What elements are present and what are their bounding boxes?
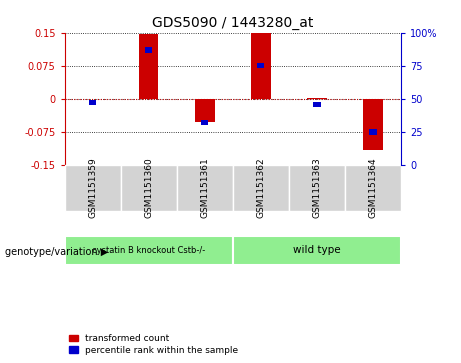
- Text: GSM1151362: GSM1151362: [256, 158, 266, 218]
- Bar: [307, 98, 327, 99]
- Bar: [369, 129, 377, 135]
- Bar: [345, 165, 401, 211]
- Bar: [289, 165, 345, 211]
- Bar: [233, 165, 289, 211]
- Bar: [257, 63, 265, 68]
- Text: cystatin B knockout Cstb-/-: cystatin B knockout Cstb-/-: [92, 246, 205, 255]
- Bar: [363, 99, 383, 150]
- Text: GSM1151364: GSM1151364: [368, 158, 378, 218]
- Bar: [251, 33, 271, 99]
- Text: GSM1151363: GSM1151363: [313, 158, 321, 218]
- Bar: [65, 165, 121, 211]
- Title: GDS5090 / 1443280_at: GDS5090 / 1443280_at: [152, 16, 313, 30]
- Bar: [313, 102, 320, 107]
- Legend: transformed count, percentile rank within the sample: transformed count, percentile rank withi…: [69, 334, 238, 355]
- Bar: [177, 165, 233, 211]
- Text: GSM1151359: GSM1151359: [88, 158, 97, 218]
- Bar: [89, 100, 96, 106]
- Text: wild type: wild type: [293, 245, 341, 256]
- Bar: [201, 120, 208, 125]
- Bar: [233, 236, 401, 265]
- Bar: [145, 47, 152, 53]
- Bar: [139, 33, 159, 99]
- Bar: [65, 236, 233, 265]
- Bar: [195, 99, 214, 122]
- Bar: [121, 165, 177, 211]
- Text: GSM1151360: GSM1151360: [144, 158, 153, 218]
- Text: genotype/variation ▶: genotype/variation ▶: [5, 247, 108, 257]
- Text: GSM1151361: GSM1151361: [200, 158, 209, 218]
